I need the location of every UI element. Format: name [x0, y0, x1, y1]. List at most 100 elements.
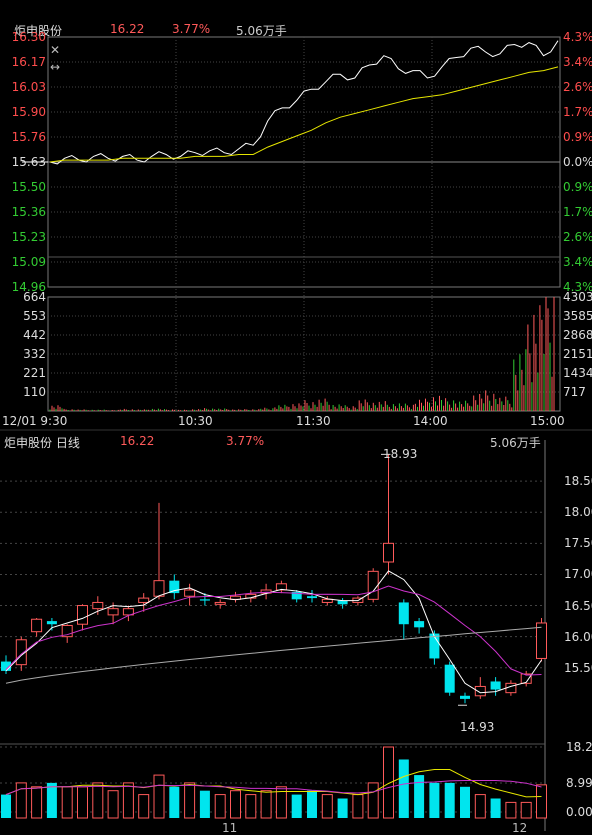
pct-tick-label: 3.4% [563, 255, 592, 269]
vol-tick-label-right: 4303 [563, 290, 592, 304]
candle-body [46, 621, 57, 625]
daily-vol-bar [429, 782, 440, 818]
price-tick-label: 16.17 [11, 55, 46, 69]
price-tick-label: 15.63 [11, 155, 46, 169]
daily-vol-bar [1, 794, 11, 818]
pct-tick-label: 0.9% [563, 130, 592, 144]
stock-price: 16.22 [110, 22, 145, 36]
candle-body [490, 681, 501, 690]
daily-vol-bar [398, 759, 409, 818]
candle-body [92, 601, 104, 610]
candle-body [77, 605, 88, 625]
candle-body [307, 596, 317, 599]
vol-tick-label-right: 717 [563, 385, 586, 399]
candle-body [1, 661, 11, 671]
candle-body [122, 608, 134, 616]
candle-body [184, 589, 196, 597]
daily-vol-bar [490, 798, 501, 818]
price-tick-label: 15.36 [11, 205, 46, 219]
candle-body [321, 598, 333, 603]
ma-mid-line [5, 585, 542, 676]
vol-tick-label-right: 2151 [563, 347, 592, 361]
time-label: 10:30 [178, 414, 213, 428]
daily-vol-bar [383, 746, 394, 819]
pct-tick-label: 1.7% [563, 105, 592, 119]
price-tick-label: 15.90 [11, 105, 46, 119]
time-label: 12/01 9:30 [2, 414, 68, 428]
vol-ma-line [5, 769, 542, 798]
daily-vol-bar [260, 790, 272, 819]
intraday-avg-line [49, 66, 559, 163]
daily-vol-bar [352, 794, 364, 819]
time-label: 11:30 [296, 414, 331, 428]
daily-price-tick: 16.50 [564, 598, 592, 613]
pct-tick-label: 1.7% [563, 205, 592, 219]
stock-volume: 5.06万手 [236, 24, 287, 38]
daily-price-tick: 17.00 [564, 567, 592, 582]
daily-vol-bar [414, 775, 425, 818]
candle-body [429, 633, 440, 659]
vol-tick-label-right: 3585 [563, 309, 592, 323]
pct-tick-label: 4.3% [563, 30, 592, 44]
daily-vol-bar [153, 774, 165, 819]
daily-vol-bar [321, 794, 333, 819]
stock-name: 炬申股份 [14, 24, 63, 38]
pct-tick-label: 3.4% [563, 55, 592, 69]
price-tick-label: 16.30 [11, 30, 46, 44]
low-label: 14.93 [460, 720, 495, 734]
candle-body [15, 639, 27, 666]
pct-tick-label: 2.6% [563, 80, 592, 94]
candle-body [214, 601, 226, 605]
daily-vol-bar [92, 782, 104, 819]
daily-vol-bar [107, 790, 119, 819]
candle-body [414, 621, 425, 628]
daily-vol-bar [536, 784, 547, 819]
vol-tick-label: 442 [23, 328, 46, 342]
price-tick-label: 15.50 [11, 180, 46, 194]
close-icon[interactable]: ✕ [49, 43, 61, 57]
daily-vol-bar [122, 782, 134, 819]
price-tick-label: 15.09 [11, 255, 46, 269]
daily-vol-bar [169, 786, 180, 818]
daily-price-tick: 18.00 [564, 505, 592, 520]
daily-vol-tick: 18.20 [566, 740, 592, 754]
daily-vol-bar [245, 794, 257, 819]
candle-body [474, 685, 486, 697]
high-label: 18.93 [383, 447, 418, 461]
price-tick-label: 14.96 [11, 280, 46, 294]
candle-body [383, 542, 394, 563]
vol-tick-label: 110 [23, 385, 46, 399]
daily-vol-bar [15, 782, 27, 819]
daily-vol-bar [444, 782, 455, 818]
vol-tick-label-right: 2868 [563, 328, 592, 342]
daily-vol-bar [275, 786, 287, 819]
candle-body [444, 664, 455, 693]
daily-price: 16.22 [120, 434, 155, 448]
daily-vol-bar [184, 782, 196, 819]
vol-ma-line-2 [5, 780, 542, 796]
daily-vol-bar [474, 794, 486, 819]
price-tick-label: 15.23 [11, 230, 46, 244]
time-label: 14:00 [413, 414, 448, 428]
daily-price-tick: 17.50 [564, 536, 592, 551]
pct-tick-label: 0.0% [563, 155, 592, 169]
pct-tick-label: 0.9% [563, 180, 592, 194]
candle-body [460, 695, 470, 699]
price-tick-label: 15.76 [11, 130, 46, 144]
expand-icon[interactable]: ↔ [49, 60, 61, 74]
price-tick-label: 16.03 [11, 80, 46, 94]
candle-body [31, 618, 43, 633]
month-label-11: 11 [222, 821, 238, 835]
month-label-12: 12 [512, 821, 528, 835]
pct-tick-label: 2.6% [563, 230, 592, 244]
vol-tick-label: 221 [23, 366, 46, 380]
daily-vol-bar [46, 782, 57, 818]
candle-body [199, 599, 210, 601]
daily-vol-tick: 0.00 [566, 805, 592, 819]
time-label: 15:00 [530, 414, 565, 428]
daily-vol-bar [520, 801, 532, 819]
daily-vol-bar [61, 786, 73, 819]
daily-volume: 5.06万手 [490, 436, 541, 450]
daily-vol-bar [367, 782, 379, 819]
daily-price-tick: 15.50 [564, 660, 592, 675]
